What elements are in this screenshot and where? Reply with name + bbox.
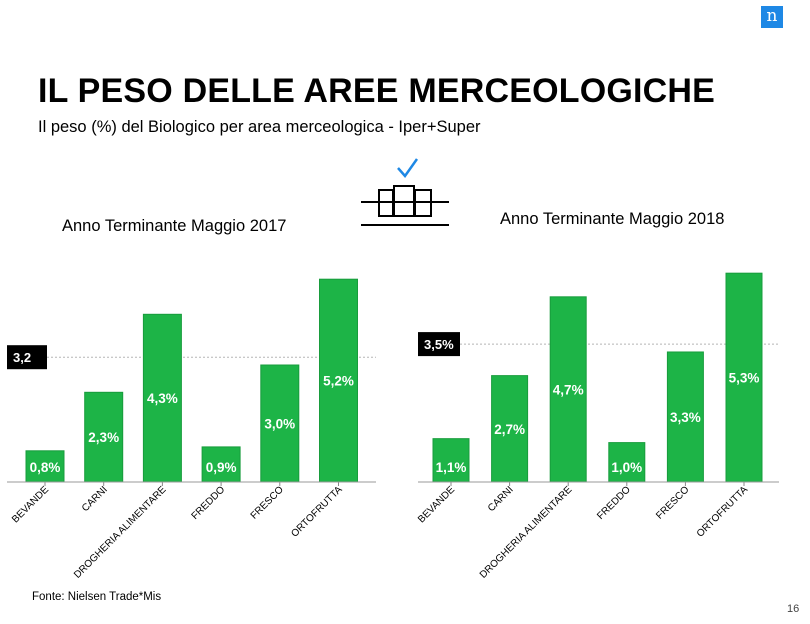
bar-value-label: 2,7% xyxy=(494,422,525,437)
bar-value-label: 0,9% xyxy=(206,460,237,475)
bar-value-label: 1,0% xyxy=(611,460,642,475)
shelf-check-icon xyxy=(361,158,449,226)
chart-title-2017: Anno Terminante Maggio 2017 xyxy=(62,217,287,235)
bar-carni xyxy=(491,375,529,483)
bar-carni xyxy=(84,391,124,483)
category-label: ORTOFRUTTA xyxy=(695,484,751,540)
average-badge xyxy=(418,332,460,357)
category-label: FREDDO xyxy=(190,484,228,522)
bar-value-label: 4,7% xyxy=(553,382,584,397)
bar-value-label: 2,3% xyxy=(88,430,119,445)
bar-ortofrutta xyxy=(319,278,358,483)
category-label: CARNI xyxy=(486,484,516,514)
average-label: 3,5% xyxy=(424,337,454,352)
category-label: FRESCO xyxy=(249,484,286,521)
category-label: FRESCO xyxy=(654,484,691,521)
bar-fresco xyxy=(666,351,704,483)
nielsen-logo: n xyxy=(761,6,783,28)
category-label: CARNI xyxy=(80,484,110,514)
page-title: IL PESO DELLE AREE MERCEOLOGICHE xyxy=(38,72,716,110)
bar-value-label: 5,3% xyxy=(729,371,760,386)
bar-value-label: 5,2% xyxy=(323,374,354,389)
bar-value-label: 1,1% xyxy=(436,460,467,475)
category-label: BEVANDE xyxy=(10,484,51,525)
average-badge xyxy=(7,345,47,370)
bar-value-label: 0,8% xyxy=(30,460,61,475)
bar-drogheria-alimentare xyxy=(549,296,587,483)
page-subtitle: Il peso (%) del Biologico per area merce… xyxy=(38,118,481,136)
bar-value-label: 3,3% xyxy=(670,410,701,425)
bar-fresco xyxy=(260,364,300,483)
source-note: Fonte: Nielsen Trade*Mis xyxy=(32,591,162,603)
bar-value-label: 4,3% xyxy=(147,391,178,406)
bar-bevande xyxy=(25,450,65,483)
bar-bevande xyxy=(432,438,470,483)
bar-value-label: 3,0% xyxy=(264,417,295,432)
category-label: ORTOFRUTTA xyxy=(289,484,345,540)
chart-title-2018: Anno Terminante Maggio 2018 xyxy=(500,210,725,228)
bar-drogheria-alimentare xyxy=(142,313,182,483)
category-label: FREDDO xyxy=(595,484,633,522)
category-label: BEVANDE xyxy=(416,484,457,525)
average-label: 3,2 xyxy=(13,350,31,365)
page-number: 16 xyxy=(787,603,800,615)
